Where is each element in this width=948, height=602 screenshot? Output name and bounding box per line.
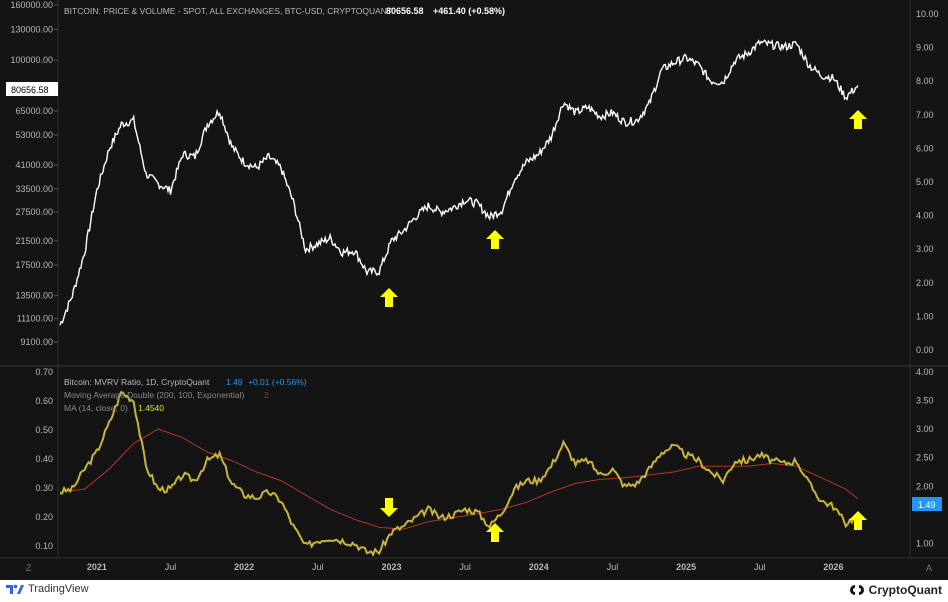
price-series [59,39,859,326]
price-right-tick: 4.00 [916,211,934,221]
time-tick-label: Jul [754,562,766,572]
tradingview-label: TradingView [28,583,89,595]
mvrv-series [59,390,859,557]
price-right-tick: 2.00 [916,278,934,288]
chart-background [0,0,948,580]
price-left-tick: 130000.00 [10,24,53,34]
time-axis: 2021 Jul 2022 Jul 2023 Jul 2024 Jul 2025 Jul 2026 [87,562,844,572]
mvrv-left-tick: 0.50 [35,425,53,435]
price-right-tick: 7.00 [916,110,934,120]
time-tick-label: 2021 [87,562,107,572]
time-tick-label: 2023 [381,562,401,572]
mvrv-right-tick: 3.00 [916,424,934,434]
ema-legend-value: 2 [264,390,269,400]
time-tick-label: 2022 [234,562,254,572]
price-last-value: 80656.58 [386,6,424,16]
mvrv-badge: 1.49 [918,500,936,510]
price-line [59,39,859,326]
arrow-up-icon [380,288,398,307]
tradingview-icon [6,584,24,594]
chart-svg: 160000.00 130000.00 100000.00 65000.00 53000… [0,0,948,580]
price-right-tick: 10.00 [916,9,939,19]
price-change: +461.40 (+0.58%) [433,6,505,16]
arrow-down-icon [380,498,398,517]
cryptoquant-logo: CryptoQuant [849,583,942,597]
arrow-up-icon [849,110,867,129]
price-right-tick: 0.00 [916,345,934,355]
mvrv-left-tick: 0.40 [35,454,53,464]
price-left-tick: 100000.00 [10,55,53,65]
mvrv-left-tick: 0.60 [35,396,53,406]
mvrv-legend-value: 1.49 [226,377,243,387]
ema-line [59,428,859,530]
price-right-tick: 6.00 [916,143,934,153]
mvrv-right-tick: 1.00 [916,538,934,548]
price-axis-right: 10.00 9.00 8.00 7.00 6.00 5.00 4.00 3.00 2.00 1.0… [916,9,939,355]
price-right-tick: 9.00 [916,43,934,53]
price-left-tick: 41000.00 [15,160,53,170]
price-left-tick: 53000.00 [15,130,53,140]
cryptoquant-label: CryptoQuant [868,583,942,597]
price-badge-bg [6,82,58,96]
mvrv-axis-right: 4.00 3.50 3.00 2.50 2.00 1.00 [916,367,934,548]
price-right-tick: 1.00 [916,311,934,321]
time-tick-label: Jul [459,562,471,572]
mvrv-legend-change: +0.01 (+0.56%) [248,377,307,387]
arrow-up-icon [486,230,504,249]
mvrv-left-tick: 0.10 [35,541,53,551]
price-panel-title: BITCOIN: PRICE & VOLUME - SPOT, ALL EXCH… [64,6,392,16]
price-left-tick: 9100.00 [20,337,53,347]
price-left-tick: 11100.00 [17,314,53,324]
time-tick-label: Jul [607,562,619,572]
mvrv-right-tick: 2.00 [916,481,934,491]
arrow-markers [380,110,867,542]
price-right-tick: 5.00 [916,177,934,187]
mvrv-left-tick: 0.20 [35,512,53,522]
ema-legend-label: Moving Average Double (200, 100, Exponen… [64,390,245,400]
mvrv-right-tick: 2.50 [916,453,934,463]
time-tick-label: 2024 [529,562,549,572]
mvrv-badge-bg [912,497,942,511]
cryptoquant-icon [849,585,864,595]
mvrv-axis-left: 0.70 0.60 0.50 0.40 0.30 0.20 0.10 [35,367,53,551]
mvrv-right-tick: 4.00 [916,367,934,377]
time-tick-label: Jul [165,562,177,572]
ma-legend-value: 1.4540 [138,403,164,413]
price-left-tick: 27500.00 [15,207,53,217]
time-tick-label: Jul [312,562,324,572]
mvrv-right-tick: 3.50 [916,396,934,406]
mvrv-legend-label: Bitcoin: MVRV Ratio, 1D, CryptoQuant [64,377,210,387]
arrow-up-icon [849,511,867,530]
mvrv-left-tick: 0.30 [35,483,53,493]
price-left-tick: 13500.00 [15,291,53,301]
scale-button-z[interactable]: Z [26,563,32,573]
price-badge: 80656.58 [11,85,49,95]
time-tick-label: 2026 [823,562,843,572]
footer-bar: TradingView CryptoQuant [0,580,948,602]
tradingview-logo[interactable]: TradingView [6,583,89,595]
mvrv-left-tick: 0.70 [35,367,53,377]
price-right-tick: 8.00 [916,76,934,86]
scale-button-a[interactable]: A [926,563,932,573]
price-left-tick: 33500.00 [15,184,53,194]
arrow-up-icon [486,523,504,542]
price-left-tick: 160000.00 [10,0,53,10]
ma-legend-label: MA (14, close, 0) [64,403,128,413]
price-left-tick: 17500.00 [15,260,53,270]
mvrv-line [59,390,859,557]
time-tick-label: 2025 [676,562,696,572]
price-right-tick: 3.00 [916,244,934,254]
price-left-tick: 21500.00 [15,236,53,246]
price-axis-left: 160000.00 130000.00 100000.00 65000.00 53000… [10,0,58,347]
price-left-tick: 65000.00 [15,106,53,116]
